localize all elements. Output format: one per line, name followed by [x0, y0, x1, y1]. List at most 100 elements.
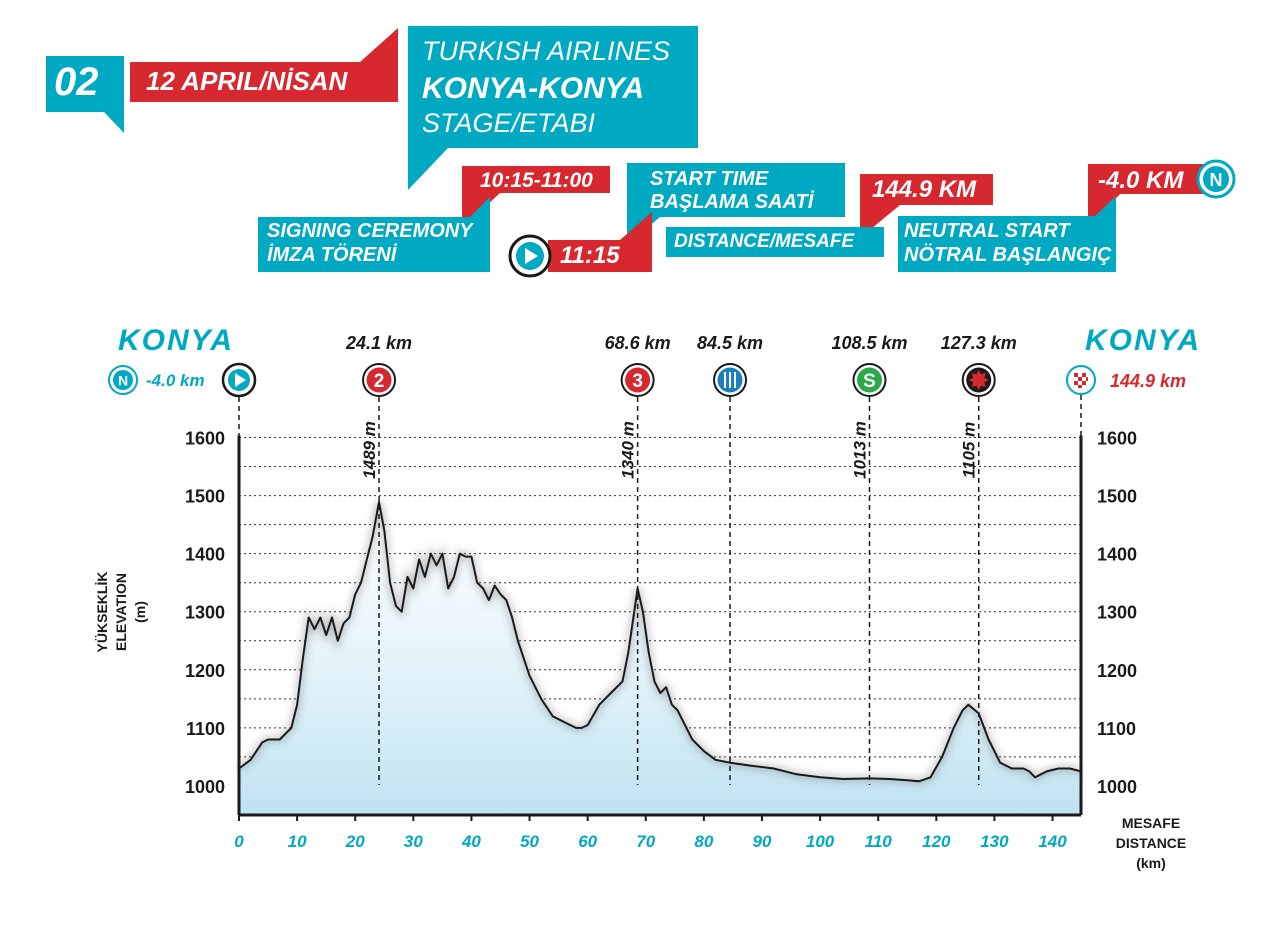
neutral-zone-icon: N [108, 365, 138, 395]
bonus-star-glyph [968, 370, 989, 390]
neutral-start-icon: N [1196, 159, 1236, 199]
category-3-climb-icon: 68.6 km 3 1340 m [605, 333, 671, 479]
y-axis-title-line3: (m) [132, 601, 148, 623]
neutral-zone-icon-letter: N [118, 373, 128, 389]
x-tick-label: 20 [345, 832, 365, 851]
bonus-sprint-icon: 127.3 km 1105 m [941, 333, 1017, 478]
distance-label-box [666, 227, 884, 257]
sprint-icon: 108.5 km S 1013 m [831, 333, 907, 479]
y-tick-label-right: 1400 [1097, 545, 1137, 565]
y-tick-label-right: 1500 [1097, 487, 1137, 507]
signing-time: 10:15-11:00 [480, 169, 593, 192]
marker-icon-fill [625, 367, 651, 393]
finish-km-label: 144.9 km [1110, 371, 1186, 391]
marker-elevation-label: 1340 m [619, 421, 638, 479]
profile-area [237, 501, 1082, 815]
y-tick-label-right: 1000 [1097, 777, 1137, 797]
feed-zone-icon: 84.5 km [697, 333, 763, 397]
x-axis-title-line2: DISTANCE [1116, 835, 1187, 851]
x-tick-label: 110 [865, 832, 893, 851]
distance-label: DISTANCE/MESAFE [674, 231, 855, 252]
signing-label-en: SIGNING CEREMONY [267, 220, 473, 242]
x-tick-label: 120 [922, 832, 951, 851]
profile-fill [239, 502, 1081, 815]
profile-line [238, 501, 1082, 783]
x-tick-label: 90 [753, 832, 772, 851]
marker-icon-text: 2 [374, 371, 385, 392]
category-2-climb-icon: 24.1 km 2 1489 m [345, 333, 412, 479]
elevation-profile-chart: KONYA KONYA N -4.0 km 144.9 km 1000 10001… [94, 324, 1201, 871]
finish-city: KONYA [1085, 324, 1201, 357]
y-tick-label-left: 1000 [185, 777, 225, 797]
marker-elevation-label: 1489 m [360, 421, 379, 479]
stage-number: 02 [54, 60, 99, 104]
marker-km-label: 68.6 km [605, 333, 671, 353]
marker-icon-fill [856, 367, 882, 393]
marker-km-label: 108.5 km [831, 333, 907, 353]
header-shapes: N [46, 26, 1236, 278]
y-tick-label-right: 1100 [1097, 719, 1136, 739]
neutral-value-box [1088, 164, 1205, 228]
y-tick-label-left: 1200 [185, 661, 225, 681]
marker-icon-text: S [863, 371, 876, 392]
marker-km-label: 84.5 km [697, 333, 763, 353]
neutral-label-tr: NÖTRAL BAŞLANGIÇ [904, 244, 1112, 266]
x-axis-title: MESAFE DISTANCE (km) [1116, 815, 1187, 871]
date-banner [130, 28, 398, 102]
start-time-label-tr: BAŞLAMA SAATİ [650, 191, 814, 213]
start-time-box [548, 212, 652, 272]
x-tick-label: 70 [636, 832, 655, 851]
x-tick-label: 130 [980, 832, 1009, 851]
x-tick-label: 80 [694, 832, 713, 851]
y-tick-label-left: 1300 [185, 603, 225, 623]
y-tick-label-left: 1600 [185, 429, 225, 449]
start-time-label-en: START TIME [650, 168, 769, 190]
start-time-value: 11:15 [560, 242, 620, 269]
y-tick-label-right: 1200 [1097, 661, 1137, 681]
stage-number-box [46, 56, 124, 133]
x-tick-label: 140 [1038, 832, 1067, 851]
neutral-start-icon-letter: N [1210, 170, 1223, 190]
title-route: KONYA-KONYA [422, 72, 645, 105]
start-city: KONYA [118, 324, 234, 357]
x-tick-label: 50 [520, 832, 539, 851]
title-box [408, 26, 698, 190]
marker-icon-fill [366, 367, 392, 393]
start-time-label-box [627, 163, 845, 245]
x-tick-label: 30 [404, 832, 423, 851]
x-tick-label: 0 [234, 832, 244, 851]
signing-label-tr: İMZA TÖRENİ [267, 244, 397, 266]
x-tick-label: 100 [806, 832, 835, 851]
start-play-icon [508, 234, 552, 278]
marker-lines [238, 395, 1082, 785]
marker-km-label: 24.1 km [345, 333, 412, 353]
signing-time-box [462, 166, 610, 228]
marker-elevation-label: 1105 m [960, 422, 979, 478]
neutral-value: -4.0 KM [1098, 167, 1184, 194]
x-tick-label: 40 [461, 832, 481, 851]
marker-elevation-label: 1013 m [850, 421, 869, 479]
y-axis-title-line1: YÜKSEKLİK [94, 572, 110, 653]
x-axis-title-line1: MESAFE [1122, 815, 1180, 831]
y-tick-label-left: 1100 [186, 719, 225, 739]
signing-label-box [258, 197, 490, 272]
stage-date: 12 APRIL/NİSAN [146, 66, 348, 96]
y-tick-label-left: 1400 [185, 545, 225, 565]
finish-flag-icon [1066, 365, 1096, 395]
title-sponsor: TURKISH AIRLINES [422, 36, 671, 66]
y-tick-label-right: 1600 [1097, 429, 1137, 449]
y-tick-label-right: 1300 [1097, 603, 1137, 623]
distance-value: 144.9 KM [872, 176, 977, 203]
x-tick-label: 60 [578, 832, 597, 851]
distance-value-box [860, 174, 993, 238]
y-axis-title: YÜKSEKLİK ELEVATION (m) [94, 572, 148, 653]
neutral-label-en: NEUTRAL START [904, 220, 1070, 242]
y-tick-label-left: 1500 [185, 487, 225, 507]
start-line-icon [221, 362, 257, 398]
y-axis-title-line2: ELEVATION [113, 573, 129, 651]
route-markers: 24.1 km 2 1489 m 68.6 km 3 1340 m 84.5 km 108.5… [345, 333, 1017, 479]
marker-icon-text: 3 [632, 371, 643, 392]
marker-km-label: 127.3 km [941, 333, 1017, 353]
x-tick-label: 10 [288, 832, 307, 851]
